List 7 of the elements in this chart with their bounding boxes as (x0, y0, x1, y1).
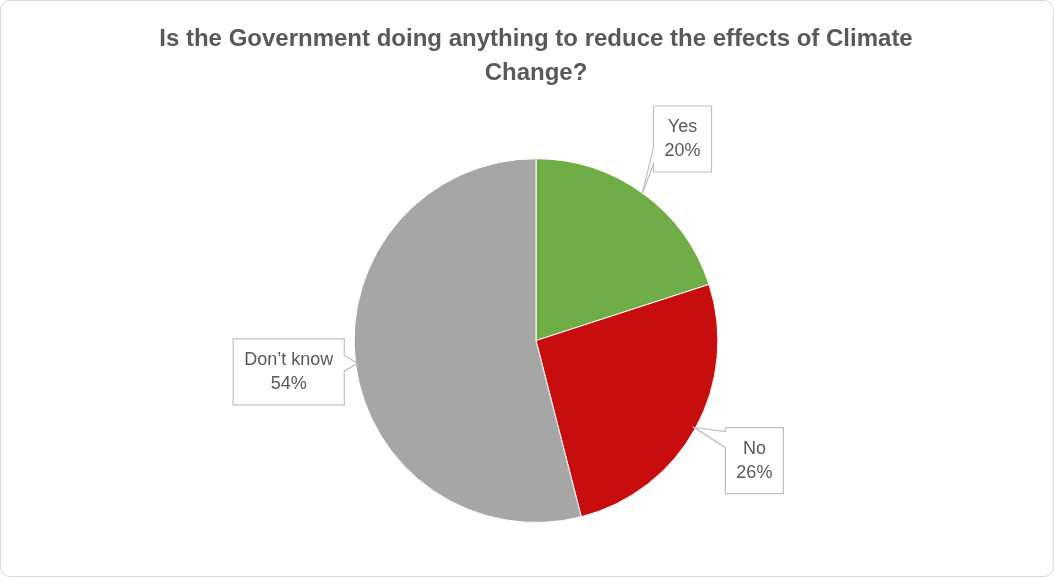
data-label: 20% (664, 139, 701, 160)
data-label: 26% (736, 461, 773, 482)
data-label: 54% (270, 372, 307, 393)
slice-label: Don’t know (244, 348, 335, 369)
slice-label: No (742, 437, 766, 458)
slice-label: Yes (667, 115, 698, 136)
chart-title: Is the Government doing anything to reduce the effects of Climate Change? (159, 24, 913, 86)
